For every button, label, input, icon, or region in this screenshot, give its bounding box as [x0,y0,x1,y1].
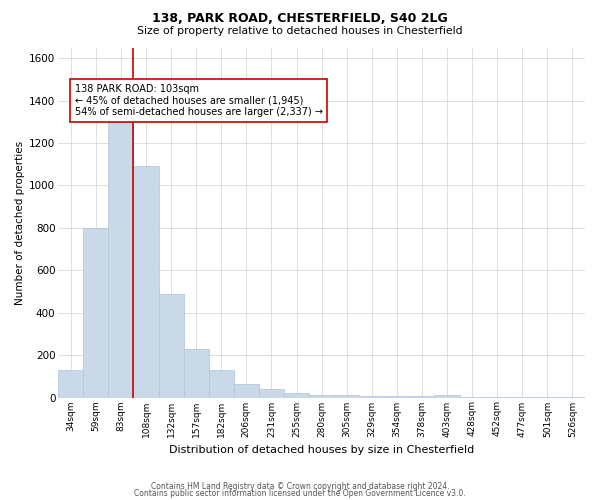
Bar [133,166,158,398]
Bar [58,370,83,398]
Text: 138 PARK ROAD: 103sqm
← 45% of detached houses are smaller (1,945)
54% of semi-d: 138 PARK ROAD: 103sqm ← 45% of detached … [74,84,323,117]
Bar [535,397,560,398]
Bar [434,394,460,398]
Bar [234,384,259,398]
Text: Size of property relative to detached houses in Chesterfield: Size of property relative to detached ho… [137,26,463,36]
Bar [460,397,485,398]
Text: Contains public sector information licensed under the Open Government Licence v3: Contains public sector information licen… [134,490,466,498]
Bar [485,397,510,398]
Bar [334,394,359,398]
Bar [284,393,309,398]
Bar [83,228,109,398]
Bar [385,396,409,398]
Bar [109,122,133,398]
Bar [560,397,585,398]
X-axis label: Distribution of detached houses by size in Chesterfield: Distribution of detached houses by size … [169,445,474,455]
Bar [359,396,385,398]
Bar [259,390,284,398]
Bar [510,397,535,398]
Text: Contains HM Land Registry data © Crown copyright and database right 2024.: Contains HM Land Registry data © Crown c… [151,482,449,491]
Bar [309,394,334,398]
Y-axis label: Number of detached properties: Number of detached properties [15,140,25,304]
Bar [184,348,209,398]
Bar [209,370,234,398]
Text: 138, PARK ROAD, CHESTERFIELD, S40 2LG: 138, PARK ROAD, CHESTERFIELD, S40 2LG [152,12,448,26]
Bar [409,396,434,398]
Bar [158,294,184,398]
